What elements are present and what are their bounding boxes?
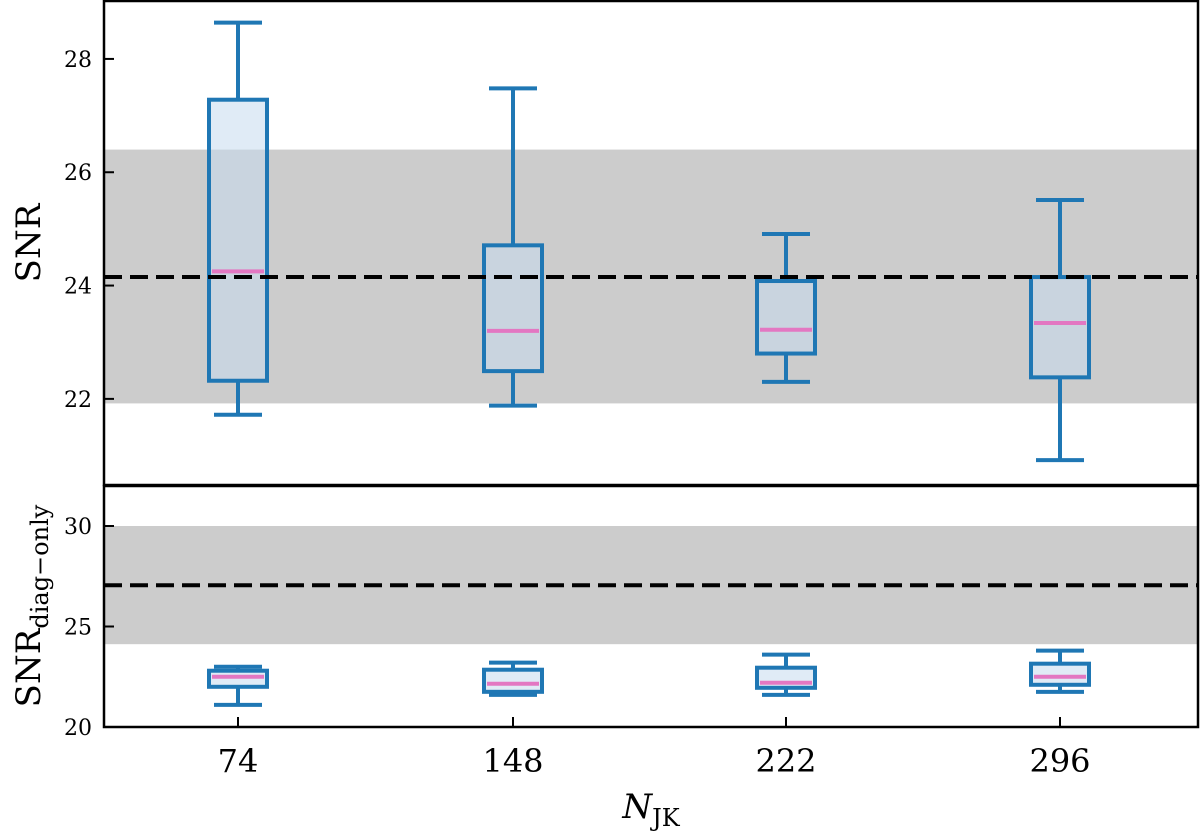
x-tick-label: 296	[1029, 742, 1090, 780]
bottom-y-axis-label: SNRdiag−only	[9, 504, 54, 707]
x-axis-label-main: N	[621, 787, 653, 827]
bottom-y-axis-label-main: SNR	[9, 627, 49, 707]
y-tick-label: 26	[64, 161, 92, 186]
y-tick-label: 28	[64, 48, 92, 73]
x-axis-label: NJK	[621, 787, 680, 832]
box-body	[207, 97, 269, 383]
bottom-panel-snr-diag-only: 20 25 30 74 148 222 296	[64, 484, 1200, 780]
y-tick-label: 30	[64, 515, 92, 540]
x-tick-label: 148	[482, 742, 543, 780]
box-body	[482, 243, 544, 374]
box-222	[755, 232, 817, 384]
box-body	[1029, 275, 1091, 380]
y-tick-label: 22	[64, 388, 92, 413]
y-tick-label: 25	[64, 616, 92, 641]
box-74	[207, 20, 269, 417]
box-body	[207, 668, 269, 689]
box-body	[1029, 661, 1091, 687]
box-148	[482, 660, 544, 697]
y-tick-label: 24	[64, 275, 92, 300]
box-296	[1029, 648, 1091, 694]
top-y-axis-label: SNR	[9, 202, 49, 282]
box-222	[755, 652, 817, 697]
box-296	[1029, 198, 1091, 463]
x-tick-label: 74	[218, 742, 259, 780]
x-tick-label: 222	[755, 742, 816, 780]
axes-frame	[102, 484, 1200, 729]
y-tick-label: 20	[64, 716, 92, 741]
box-body	[755, 665, 817, 690]
top-panel-snr: 22 24 26 28	[64, 0, 1200, 487]
bottom-y-axis-label-sub: diag−only	[26, 504, 54, 628]
box-body	[755, 279, 817, 356]
box-body	[482, 667, 544, 694]
box-148	[482, 86, 544, 408]
box-74	[207, 664, 269, 707]
x-axis-label-sub: JK	[649, 804, 681, 832]
